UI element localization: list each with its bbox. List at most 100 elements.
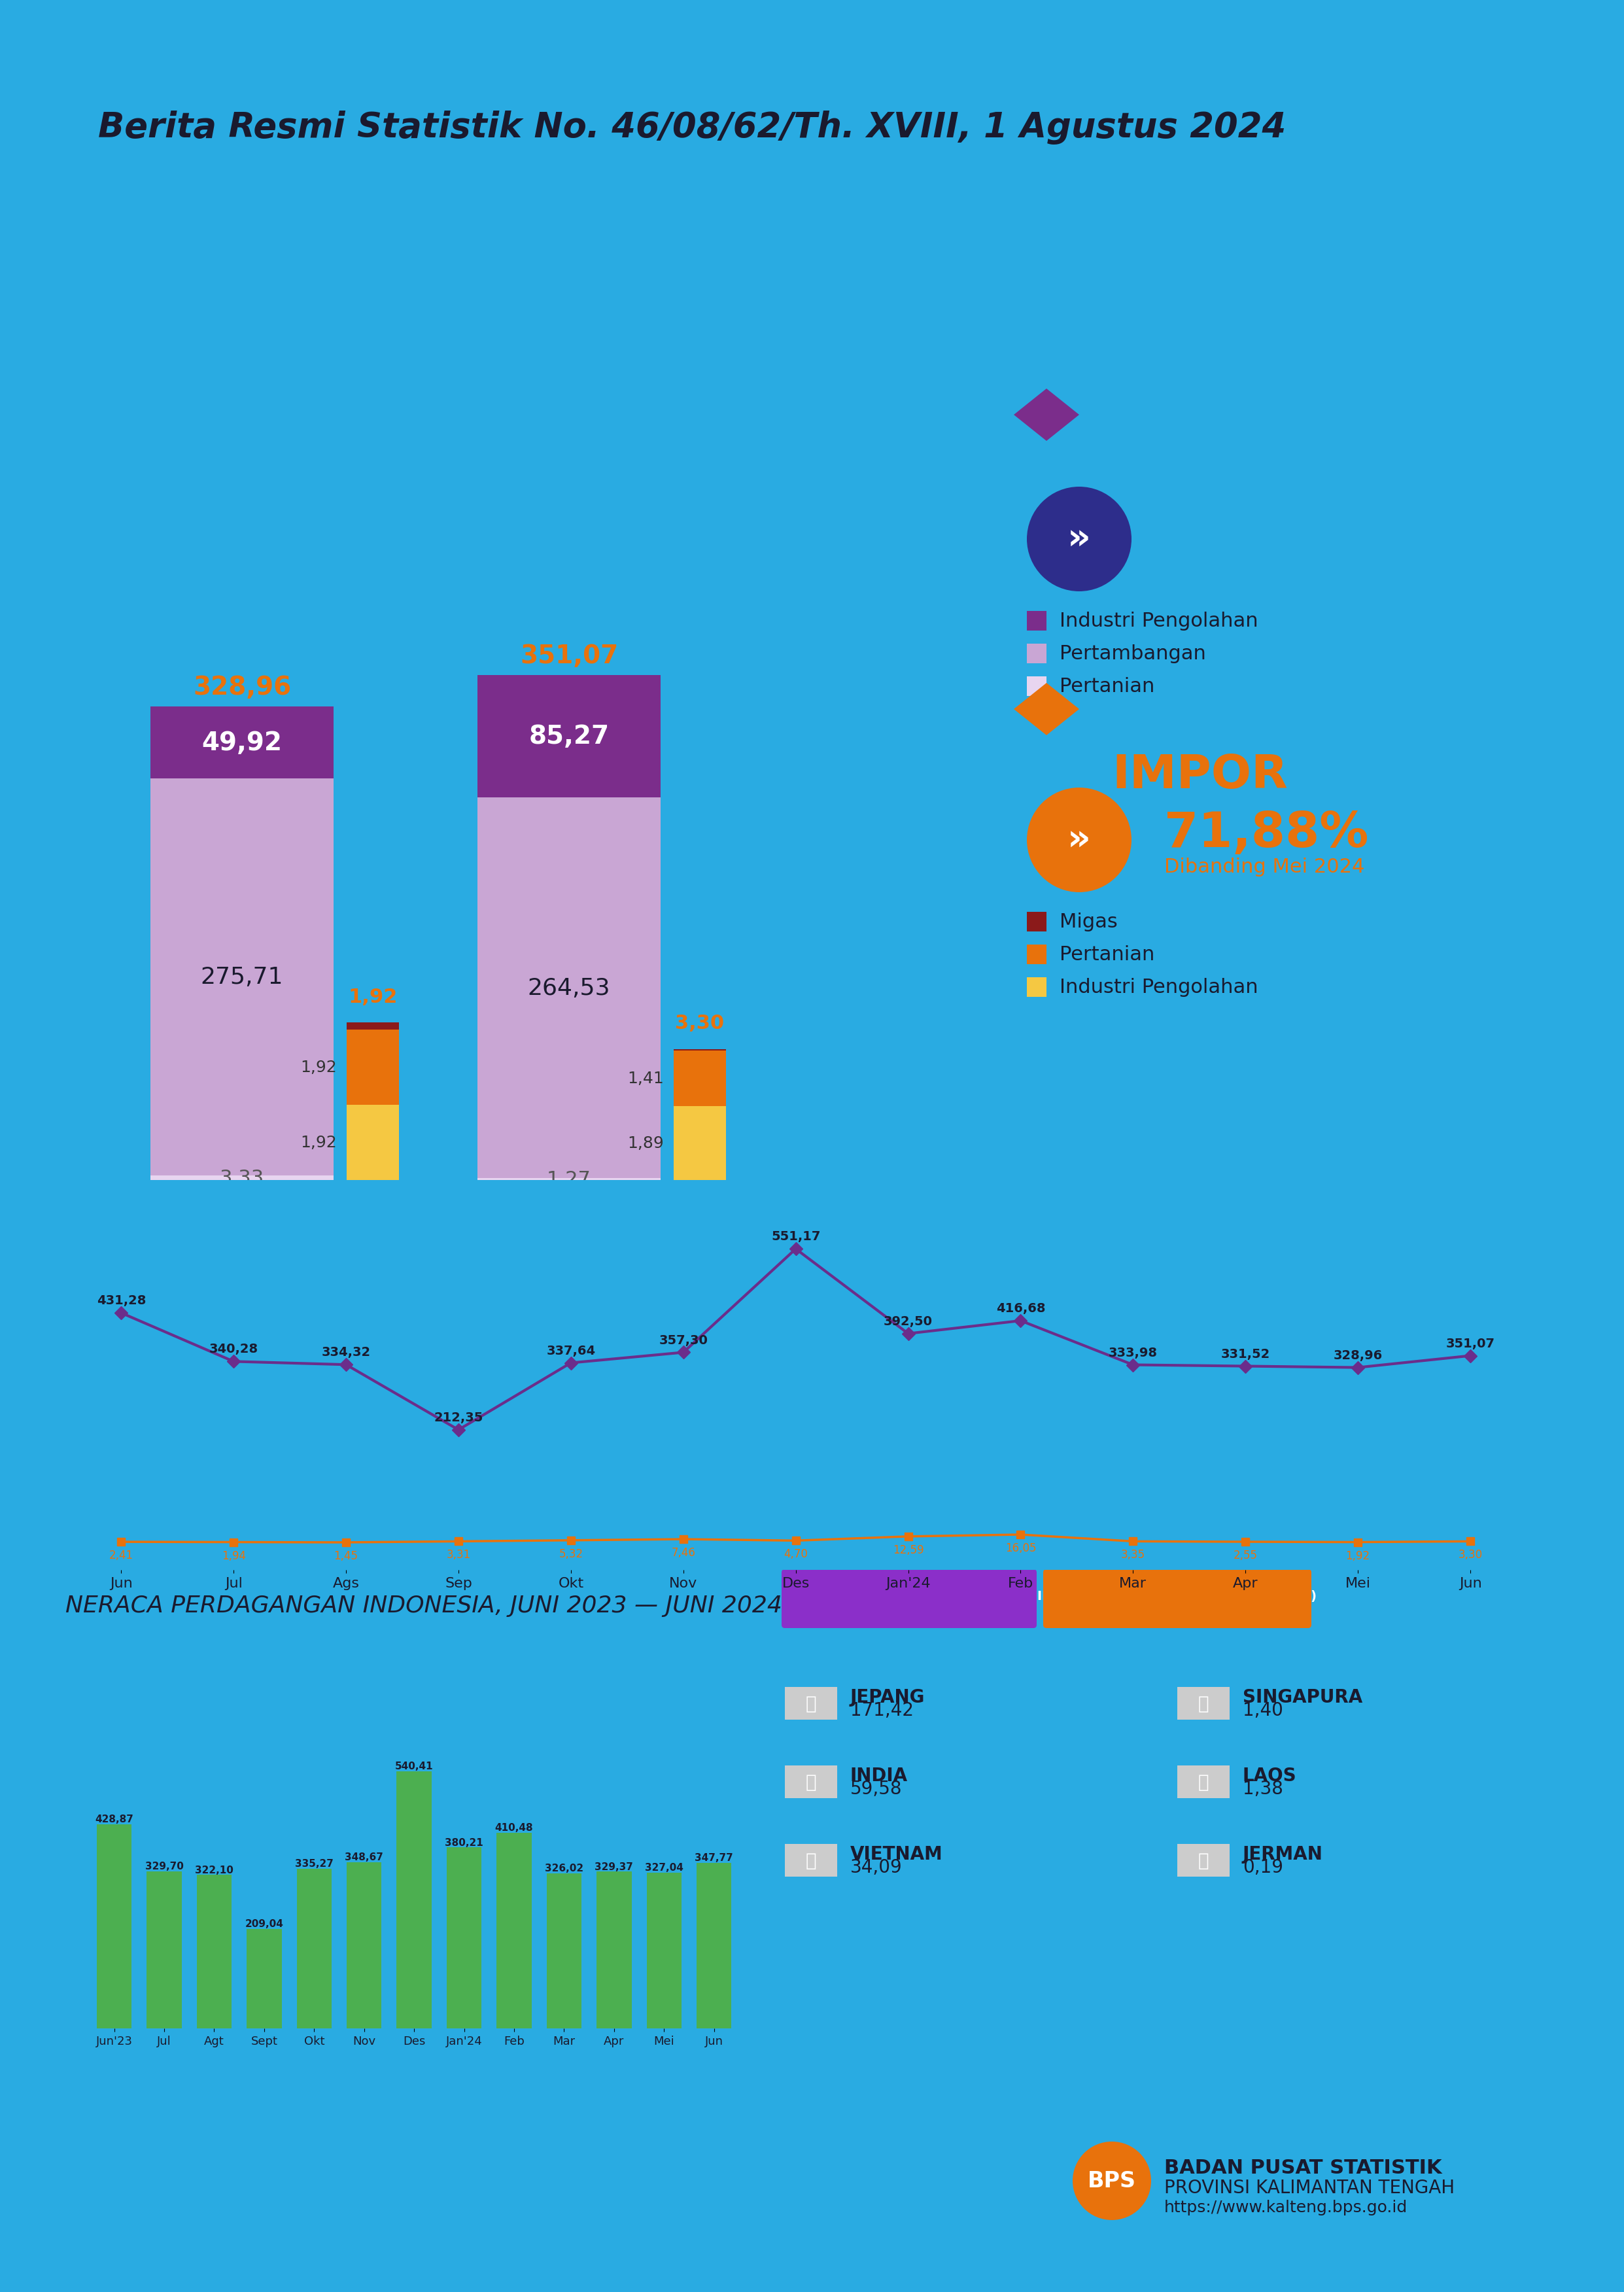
Text: Migas: Migas — [1059, 912, 1117, 931]
Text: 337,64: 337,64 — [546, 1343, 596, 1357]
Circle shape — [1072, 2141, 1151, 2221]
Text: Pertambangan: Pertambangan — [1059, 644, 1207, 662]
Text: 4,70: 4,70 — [784, 1547, 807, 1561]
Bar — [346, 1105, 400, 1180]
Text: IMPOR: IMPOR — [1112, 752, 1288, 798]
Text: JUNI 2024: JUNI 2024 — [1147, 1607, 1208, 1618]
Text: »: » — [1067, 823, 1091, 857]
Text: 49,92: 49,92 — [201, 731, 283, 756]
Text: 347,77: 347,77 — [695, 1852, 734, 1863]
Bar — [151, 779, 333, 1176]
Text: 0,19: 0,19 — [1242, 1859, 1283, 1877]
Text: JUNI 2024: JUNI 2024 — [879, 1607, 940, 1618]
Text: LAOS: LAOS — [1242, 1767, 1296, 1785]
Text: 264,53: 264,53 — [528, 976, 611, 999]
Text: 328,96: 328,96 — [193, 676, 291, 699]
Bar — [146, 1873, 182, 2028]
Text: IMPOR MIGAS & NON MIGAS (Juta US$): IMPOR MIGAS & NON MIGAS (Juta US$) — [1038, 1588, 1317, 1602]
Bar — [1177, 1687, 1229, 1719]
Bar — [346, 1863, 382, 2028]
Text: EKSPOR NON MIGAS (Juta US$): EKSPOR NON MIGAS (Juta US$) — [781, 1588, 1036, 1602]
Bar — [497, 1834, 531, 2028]
Text: 331,52: 331,52 — [1221, 1348, 1270, 1359]
Text: MEI 2024: MEI 2024 — [162, 1245, 322, 1274]
Text: 7,46: 7,46 — [671, 1547, 695, 1559]
Text: Pertanian: Pertanian — [1059, 676, 1155, 697]
Text: 12,59: 12,59 — [893, 1545, 924, 1556]
Text: Dibanding Mei 2024: Dibanding Mei 2024 — [1164, 857, 1364, 876]
Bar — [1177, 1845, 1229, 1877]
Text: INDIA: INDIA — [851, 1767, 908, 1785]
Text: 3,35: 3,35 — [1121, 1549, 1145, 1561]
Bar — [547, 1873, 581, 2028]
Text: 🏳: 🏳 — [1199, 1852, 1208, 1870]
Text: 16,05: 16,05 — [1005, 1543, 1036, 1554]
Text: BADAN PUSAT STATISTIK: BADAN PUSAT STATISTIK — [1164, 2159, 1442, 2177]
Text: 🏳: 🏳 — [1199, 1772, 1208, 1790]
Text: 🏳: 🏳 — [806, 1772, 817, 1790]
Text: 351,07: 351,07 — [1445, 1336, 1494, 1350]
Bar — [346, 1022, 400, 1029]
Text: 1,92: 1,92 — [1346, 1549, 1371, 1561]
Bar — [1026, 912, 1046, 933]
Text: 392,50: 392,50 — [883, 1316, 932, 1327]
Bar — [674, 1050, 726, 1107]
Text: JEPANG: JEPANG — [851, 1687, 926, 1705]
Text: 2,55: 2,55 — [1233, 1549, 1257, 1561]
Bar — [646, 1873, 682, 2028]
Text: 1,92: 1,92 — [300, 1135, 336, 1151]
Text: NERACA PERDAGANGAN INDONESIA, JUNI 2023 — JUNI 2024  (Juta US$): NERACA PERDAGANGAN INDONESIA, JUNI 2023 … — [65, 1595, 916, 1616]
Text: Pertanian: Pertanian — [1059, 944, 1155, 965]
Bar — [247, 1930, 281, 2028]
Text: 357,30: 357,30 — [659, 1334, 708, 1345]
Text: 335,27: 335,27 — [296, 1859, 333, 1868]
Text: 5,32: 5,32 — [559, 1547, 583, 1559]
Text: 1,89: 1,89 — [627, 1135, 664, 1151]
Text: 212,35: 212,35 — [434, 1412, 482, 1423]
Text: 410,48: 410,48 — [495, 1822, 533, 1834]
Text: JUNI 2024: JUNI 2024 — [484, 1245, 654, 1274]
Text: 3,31: 3,31 — [447, 1549, 471, 1561]
Text: 3,30: 3,30 — [1458, 1549, 1483, 1561]
Bar — [447, 1847, 482, 2028]
Text: 1,94: 1,94 — [221, 1549, 245, 1561]
Polygon shape — [1013, 390, 1080, 442]
Text: 329,70: 329,70 — [145, 1861, 184, 1870]
Bar — [1026, 612, 1046, 630]
Text: 333,98: 333,98 — [1109, 1345, 1158, 1359]
Text: Industri Pengolahan: Industri Pengolahan — [1059, 612, 1259, 630]
Text: 209,04: 209,04 — [245, 1918, 284, 1928]
Text: 348,67: 348,67 — [344, 1852, 383, 1861]
Text: VIETNAM: VIETNAM — [851, 1845, 944, 1863]
Text: 1,92: 1,92 — [300, 1059, 336, 1075]
Text: 275,71: 275,71 — [201, 967, 283, 988]
Text: 326,02: 326,02 — [544, 1863, 583, 1873]
Text: 334,32: 334,32 — [322, 1345, 370, 1359]
Bar — [197, 1875, 232, 2028]
Text: 1,27: 1,27 — [547, 1169, 591, 1190]
Text: 🏳: 🏳 — [806, 1852, 817, 1870]
Bar — [697, 1863, 731, 2028]
Bar — [477, 676, 661, 798]
Circle shape — [1026, 488, 1132, 591]
Bar — [151, 706, 333, 779]
Text: 540,41: 540,41 — [395, 1760, 434, 1772]
Bar — [784, 1845, 838, 1877]
Text: 327,04: 327,04 — [645, 1863, 684, 1873]
Text: 1,45: 1,45 — [335, 1549, 359, 1561]
Text: Industri Pengolahan: Industri Pengolahan — [1059, 979, 1259, 997]
Text: »: » — [1067, 523, 1091, 557]
Bar — [1026, 644, 1046, 665]
Text: 6,72%: 6,72% — [1164, 509, 1335, 557]
Bar — [1026, 676, 1046, 697]
Bar — [396, 1772, 432, 2028]
Text: 431,28: 431,28 — [96, 1295, 146, 1306]
Bar — [151, 1176, 333, 1180]
Text: 340,28: 340,28 — [209, 1343, 258, 1355]
Text: 329,37: 329,37 — [594, 1861, 633, 1870]
Text: 59,58: 59,58 — [851, 1779, 903, 1797]
Text: PROVINSI KALIMANTAN TENGAH: PROVINSI KALIMANTAN TENGAH — [1164, 2177, 1455, 2196]
Text: 380,21: 380,21 — [445, 1838, 484, 1847]
Bar — [1026, 979, 1046, 997]
Text: 328,96: 328,96 — [1333, 1350, 1382, 1361]
